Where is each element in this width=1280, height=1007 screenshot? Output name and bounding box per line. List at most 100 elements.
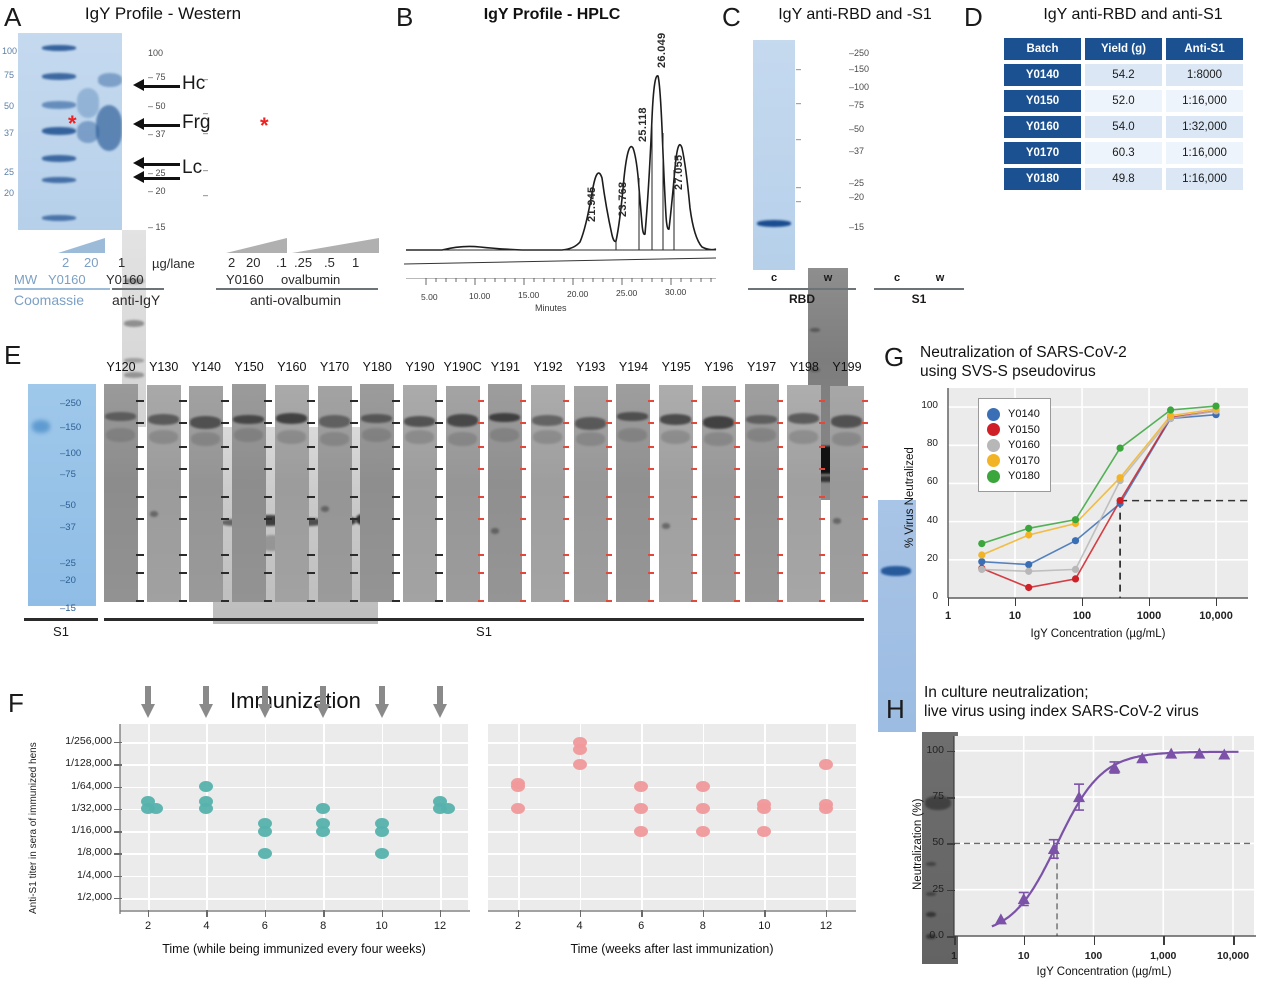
load-units-label: µg/lane <box>152 256 195 271</box>
e-lane-marker <box>733 468 740 470</box>
frg-arrow-line <box>140 124 180 127</box>
immunization-arrow <box>433 686 447 718</box>
h-chart-svg <box>954 736 1254 936</box>
e-lane-marker <box>349 446 358 448</box>
frg-arrow-head <box>133 118 144 130</box>
e-lane-marker <box>306 446 315 448</box>
load-wedge-right-2 <box>292 238 379 253</box>
ladder-label-25: 25 <box>4 167 15 177</box>
g-legend-swatch <box>987 423 1000 436</box>
e-lane-marker <box>776 496 783 498</box>
e-lane-gel-y194 <box>616 384 651 602</box>
f-ytick <box>114 742 122 744</box>
f-data-point <box>695 781 710 793</box>
panel-d-batch-table: D IgY anti-RBD and anti-S1 Batch Yield (… <box>962 0 1280 230</box>
ov-load-p5: .5 <box>324 255 335 270</box>
e-lane-gel-y140 <box>189 386 224 602</box>
coomassie-label: Coomassie <box>14 292 85 308</box>
f-gridline-v <box>381 724 384 910</box>
e-lane-marker <box>178 468 187 470</box>
e-lane-marker <box>264 572 273 574</box>
e-lane-marker <box>477 468 484 470</box>
e-lane-marker <box>349 422 358 424</box>
f-data-point <box>511 803 525 815</box>
g-xaxis-title: IgY Concentration (µg/mL) <box>1030 628 1166 640</box>
panel-c-title: IgY anti-RBD and -S1 <box>778 6 932 23</box>
e-lane-marker <box>221 468 230 470</box>
e-lane-marker <box>178 600 187 602</box>
f-xtick-label: 8 <box>699 920 706 932</box>
cell-anti-s1: 1:16,000 <box>1166 168 1243 190</box>
f-gridline-h <box>120 742 468 744</box>
e-lane-marker <box>306 400 315 402</box>
e-lane-marker <box>520 572 527 574</box>
e-lane-marker <box>520 496 527 498</box>
e-lane-marker <box>819 422 826 424</box>
e-lane-marker <box>648 496 655 498</box>
e-lane-marker <box>221 446 230 448</box>
f-gridline-h <box>488 875 856 878</box>
f-gridline-h <box>488 808 856 811</box>
anti-igy-label: anti-IgY <box>112 292 161 308</box>
e-lane-marker <box>477 446 484 448</box>
e-lane-gel-y130 <box>146 385 181 602</box>
e-lane-marker <box>605 554 612 556</box>
h-yaxis-title: Neutralization (%) <box>912 798 924 890</box>
e-lane-marker <box>306 572 315 574</box>
e-lane-label-y192: Y192 <box>533 360 563 374</box>
h-ytick-label: 75 <box>932 790 944 803</box>
e-lane-gel-y195 <box>659 385 694 602</box>
e-ladder-gel <box>28 384 96 606</box>
f-data-point <box>316 817 331 829</box>
table-row: Y0180 49.8 1:16,000 <box>1004 168 1243 190</box>
f-xtick <box>826 910 828 917</box>
f-gridline-v <box>579 724 582 910</box>
panel-d-letter: D <box>964 2 983 32</box>
y0160-blot-label: Y0160 <box>106 272 144 287</box>
panel-c-letter: C <box>722 2 741 32</box>
e-lane-marker <box>477 572 484 574</box>
e-lane-marker <box>477 554 484 556</box>
e-lane-marker <box>862 468 868 470</box>
e-lane-gel-y190 <box>402 385 437 602</box>
e-lane-marker <box>221 422 230 424</box>
f-gridline-h <box>488 853 856 855</box>
cell-batch: Y0180 <box>1004 168 1081 190</box>
blot-ladder-50: – 50 <box>148 101 166 111</box>
h-xtick <box>1233 936 1235 945</box>
h-ytick-label: 25 <box>932 882 944 895</box>
hplc-xtick-10: 10.00 <box>469 291 491 301</box>
e-lane-label-y197: Y197 <box>746 360 777 374</box>
f-gridline-h <box>488 786 856 789</box>
lc-label: Lc <box>182 157 203 178</box>
e-lane-marker <box>434 400 443 402</box>
e-lane-marker <box>221 572 230 574</box>
panel-e-letter: E <box>4 340 22 370</box>
e-lane-marker <box>819 518 826 520</box>
lane-label-s1-c: c <box>893 272 901 284</box>
h-xtick-label: 1 <box>951 950 957 962</box>
panel-b-title: IgY Profile - HPLC <box>483 6 621 23</box>
e-lane-marker <box>349 496 358 498</box>
f-gridline-h <box>120 853 468 855</box>
f-xtick-label: 6 <box>261 920 268 932</box>
f-ytick <box>114 898 122 900</box>
e-lane-marker <box>349 600 358 602</box>
panel-b-letter: B <box>396 2 414 32</box>
e-lane-marker <box>306 422 315 424</box>
e-lane-marker <box>605 572 612 574</box>
h-xtick-label: 10,000 <box>1216 950 1250 962</box>
e-lane-marker <box>434 422 443 424</box>
e-lane-marker <box>862 518 868 520</box>
red-asterisk-ovalbumin: * <box>260 113 269 138</box>
e-lane-label-y190: Y190 <box>405 360 435 374</box>
coomassie-gel-image <box>18 33 122 230</box>
e-lane-marker <box>520 400 527 402</box>
f-ytick <box>114 808 122 811</box>
g-xtick <box>1216 598 1218 606</box>
h-ytick-label: 50 <box>932 836 944 849</box>
f-xtick <box>641 910 643 917</box>
g-ytick-label: 0 <box>932 591 938 602</box>
hplc-peak-label-3: 25.118 <box>637 107 649 142</box>
g-legend-swatch <box>987 469 1000 483</box>
